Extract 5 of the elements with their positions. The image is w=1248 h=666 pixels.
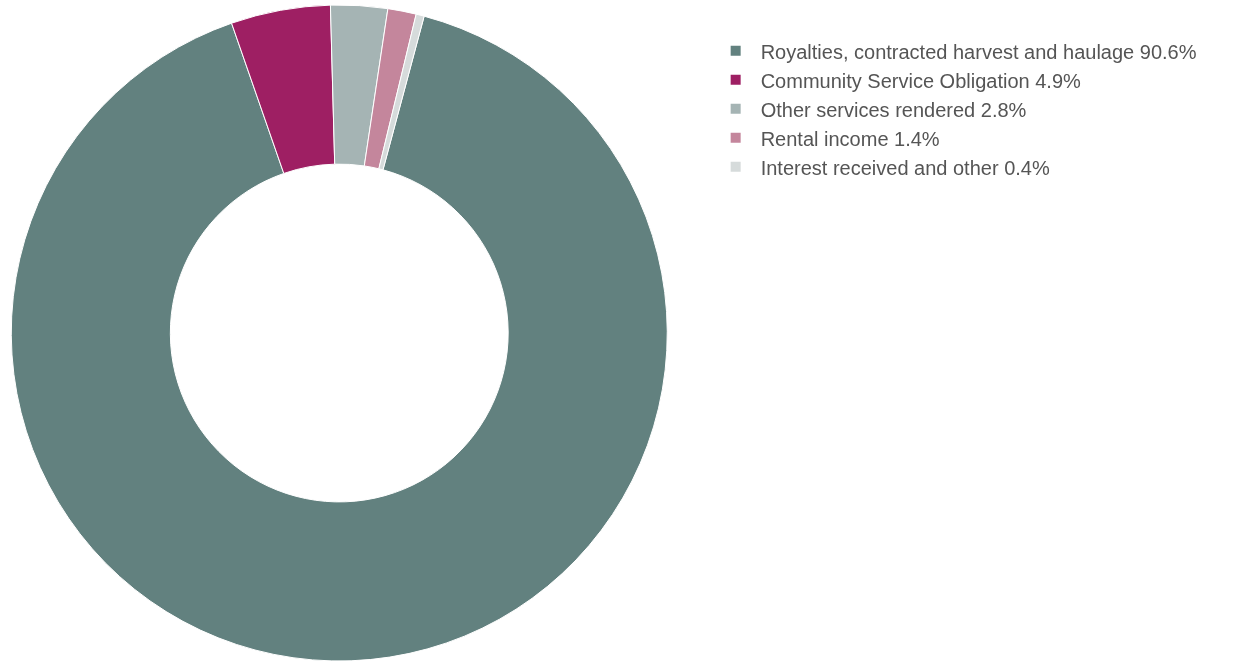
legend-label: Other services rendered 2.8% <box>760 98 1027 121</box>
legend-label: Interest received and other 0.4% <box>760 156 1050 179</box>
legend-label: Rental income 1.4% <box>760 127 940 150</box>
legend-label: Community Service Obligation 4.9% <box>760 69 1082 92</box>
legend-label: Royalties, contracted harvest and haulage 90.6% <box>760 40 1197 63</box>
